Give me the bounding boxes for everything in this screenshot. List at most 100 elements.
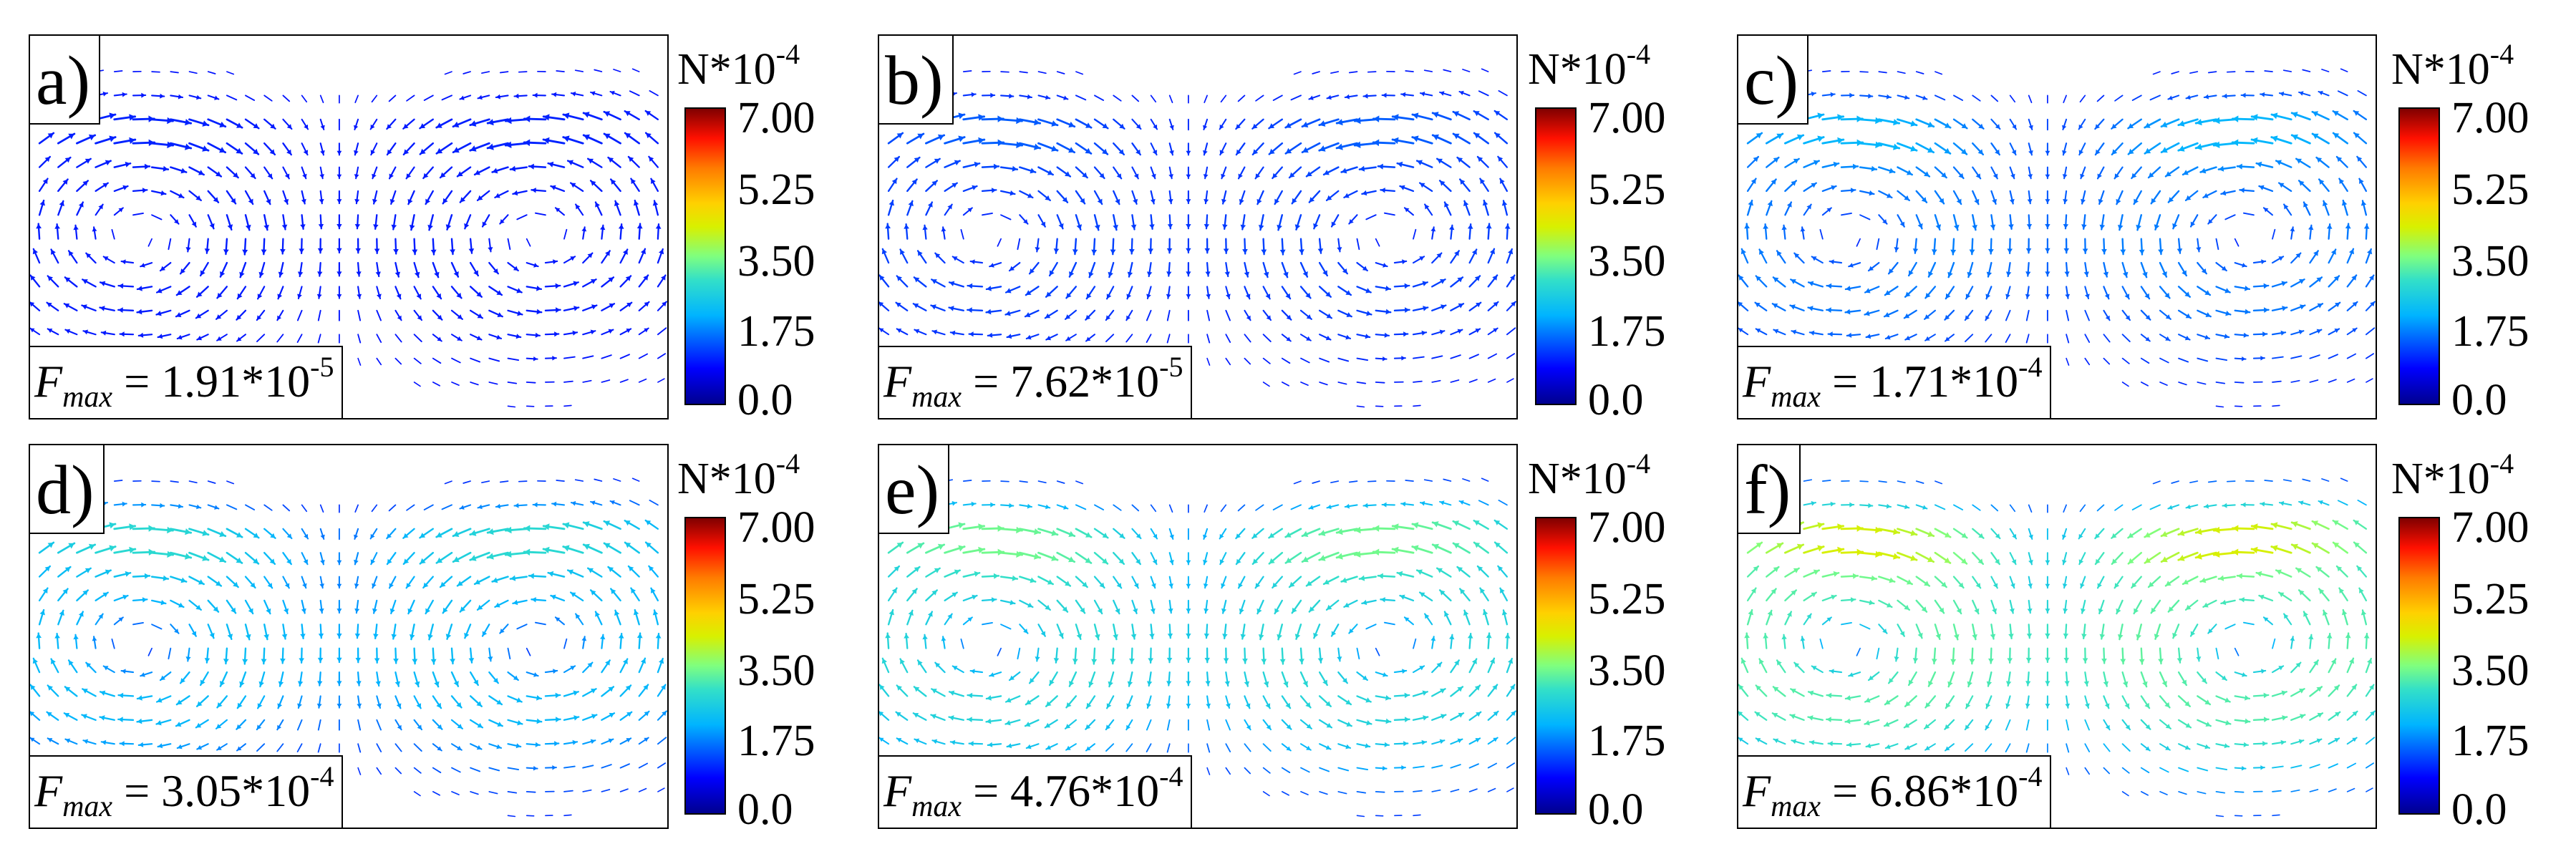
force-vector <box>1459 588 1471 602</box>
force-vector <box>1897 190 1910 202</box>
force-vector <box>1784 180 1798 193</box>
force-vector <box>1088 671 1096 688</box>
force-vector <box>423 504 434 511</box>
force-vector <box>117 717 135 722</box>
force-vector <box>1262 382 1270 387</box>
force-vector <box>2045 214 2050 230</box>
force-vector <box>188 166 205 176</box>
force-vector <box>1204 504 1208 513</box>
force-vector <box>207 214 215 230</box>
force-vector <box>47 328 59 336</box>
force-vector <box>2025 238 2032 254</box>
force-vector <box>1274 190 1283 205</box>
force-vector <box>1907 671 1917 687</box>
force-vector <box>969 259 984 265</box>
force-vector <box>1131 599 1138 614</box>
force-vector <box>1281 719 1292 730</box>
force-vector <box>582 252 594 264</box>
force-vector <box>1299 261 1309 278</box>
force-vector <box>2025 719 2030 731</box>
force-vector <box>532 92 546 98</box>
force-vector <box>317 238 324 254</box>
force-vector <box>1085 743 1095 752</box>
force-vector <box>1790 278 1805 288</box>
force-vector <box>442 599 453 614</box>
force-vector <box>2290 521 2311 530</box>
force-vector <box>1056 214 1064 230</box>
force-vector <box>1356 357 1369 362</box>
force-vector <box>1934 94 1946 101</box>
force-vector <box>2252 717 2270 722</box>
force-vector <box>136 695 153 701</box>
force-vector <box>2182 576 2199 586</box>
force-vector <box>1506 301 1516 311</box>
force-vector <box>1367 480 1377 482</box>
force-vector <box>1018 551 1042 560</box>
force-vector <box>354 190 360 205</box>
force-vector <box>985 695 1002 701</box>
panel-label-f: f) <box>1738 445 1801 534</box>
force-vector <box>2096 166 2105 180</box>
force-vector <box>2309 329 2323 336</box>
force-vector <box>1744 223 1750 240</box>
force-vector <box>2078 552 2086 566</box>
force-vector <box>1903 309 1917 319</box>
force-vector <box>627 565 640 578</box>
force-vector <box>948 690 964 697</box>
force-vector <box>601 303 616 311</box>
force-vector <box>316 286 322 299</box>
force-vector <box>2164 166 2180 178</box>
force-vector <box>2140 743 2151 752</box>
colorbar-tick: 5.25 <box>737 575 815 624</box>
force-vector <box>319 190 324 205</box>
force-vector <box>925 567 941 578</box>
force-vector <box>261 647 267 665</box>
force-vector <box>1281 382 1289 387</box>
force-vector <box>544 669 558 674</box>
force-vector <box>2239 188 2255 193</box>
force-vector <box>1344 503 1358 509</box>
force-vector <box>1206 309 1211 321</box>
force-vector <box>1859 503 1874 508</box>
force-vector <box>1146 334 1152 344</box>
force-vector <box>494 190 509 199</box>
vector-field-a <box>30 68 667 408</box>
force-vector <box>244 599 254 615</box>
force-vector <box>495 94 509 100</box>
force-vector <box>2028 576 2033 589</box>
force-vector <box>999 526 1023 534</box>
force-vector <box>1450 686 1464 697</box>
force-vector <box>1085 309 1096 321</box>
force-vector <box>2365 657 2373 674</box>
force-vector <box>999 575 1019 581</box>
force-vector <box>319 166 324 180</box>
colorbar-unit-b: N*10-4 <box>1528 38 1651 94</box>
force-vector <box>507 647 511 660</box>
force-vector <box>375 262 381 278</box>
force-vector <box>1821 114 1845 121</box>
force-vector <box>1431 714 1447 721</box>
force-vector <box>601 250 611 264</box>
force-vector <box>2009 504 2016 513</box>
force-vector <box>1894 238 1899 253</box>
force-vector <box>1487 710 1499 721</box>
force-vector <box>2149 504 2161 510</box>
force-vector <box>155 309 172 316</box>
force-vector <box>1008 262 1021 272</box>
force-vector <box>582 765 594 769</box>
force-vector <box>1931 647 1937 665</box>
force-vector <box>1487 248 1496 264</box>
force-vector <box>906 588 918 602</box>
force-vector <box>1348 480 1358 483</box>
force-vector <box>376 334 382 344</box>
force-vector <box>1146 743 1152 753</box>
force-vector <box>1821 571 1840 578</box>
force-vector <box>1859 141 1883 149</box>
force-vector <box>1343 190 1358 199</box>
force-vector <box>582 521 603 530</box>
force-vector <box>2177 286 2191 298</box>
force-vector <box>2167 599 2180 613</box>
force-vector <box>256 743 266 752</box>
force-vector <box>509 165 528 172</box>
force-vector <box>1399 185 1415 193</box>
